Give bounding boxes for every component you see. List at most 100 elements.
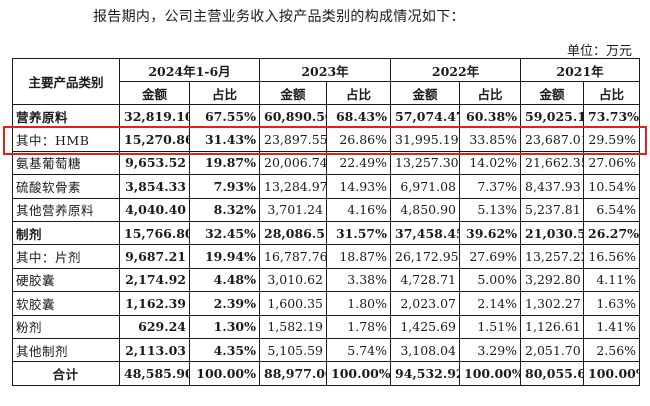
table-row: 软胶囊 1,162.39 2.39% 1,600.35 1.80% 2,023.07 2.1…: [12, 291, 641, 316]
amount-cell: 5,237.81: [520, 197, 585, 222]
amount-cell: 20,006.74: [259, 150, 327, 176]
share-cell: 1.80%: [325, 291, 392, 316]
share-cell: 31.43%: [189, 127, 260, 152]
share-cell: 16.56%: [583, 244, 641, 269]
amount-header: 金额: [390, 81, 461, 105]
category-cell: 氨基葡萄糖: [12, 150, 120, 176]
category-cell: 硬胶囊: [12, 267, 120, 293]
amount-cell: 9,653.52: [119, 150, 190, 176]
amount-cell: 15,270.86: [119, 127, 190, 152]
share-cell: 19.87%: [189, 150, 260, 176]
amount-cell: 2,023.07: [390, 291, 461, 316]
share-cell: 7.93%: [189, 174, 260, 199]
share-cell: 27.06%: [583, 150, 641, 176]
share-cell: 8.32%: [189, 197, 260, 222]
amount-cell: 2,113.03: [119, 337, 190, 363]
share-cell: 4.11%: [583, 267, 641, 293]
share-cell: 29.59%: [583, 127, 641, 152]
share-cell: 3.38%: [325, 267, 392, 293]
share-cell: 4.48%: [189, 267, 260, 293]
amount-cell: 94,532.92: [390, 361, 461, 386]
share-cell: 27.69%: [459, 244, 522, 269]
share-cell: 60.38%: [459, 103, 522, 129]
share-cell: 4.35%: [189, 337, 260, 363]
amount-cell: 37,458.45: [390, 220, 461, 246]
amount-cell: 9,687.21: [119, 244, 190, 269]
share-cell: 68.43%: [325, 103, 392, 129]
period-header: 2023年: [258, 58, 392, 82]
amount-cell: 21,030.59: [520, 220, 585, 246]
share-cell: 1.63%: [583, 291, 641, 316]
share-cell: 5.00%: [459, 267, 522, 293]
table-row: 硬胶囊 2,174.92 4.48% 3,010.62 3.38% 4,728.71 5.0…: [12, 267, 641, 293]
amount-cell: 88,977.00: [259, 361, 327, 386]
amount-cell: 5,105.59: [259, 337, 327, 363]
table-row: 其中：HMB 15,270.86 31.43% 23,897.55 26.86% 31,9…: [12, 127, 641, 152]
table-row: 其他制剂 2,113.03 4.35% 5,105.59 5.74% 3,108.04 3.…: [12, 337, 641, 363]
amount-cell: 1,126.61: [520, 314, 585, 339]
amount-header: 金额: [259, 81, 327, 105]
category-cell: 制剂: [12, 220, 120, 246]
amount-cell: 31,995.19: [390, 127, 461, 152]
amount-header: 金额: [520, 81, 585, 105]
share-cell: 4.16%: [325, 197, 392, 222]
amount-cell: 1,425.69: [390, 314, 461, 339]
share-cell: 14.02%: [459, 150, 522, 176]
share-cell: 5.13%: [459, 197, 522, 222]
amount-cell: 6,971.08: [390, 174, 461, 199]
period-header: 2024年1-6月: [119, 58, 260, 82]
share-cell: 1.30%: [189, 314, 260, 339]
share-cell: 1.41%: [583, 314, 641, 339]
category-cell: 其他制剂: [12, 337, 120, 363]
amount-cell: 8,437.93: [520, 174, 585, 199]
share-cell: 100.00%: [583, 361, 641, 386]
amount-cell: 59,025.10: [520, 103, 585, 129]
amount-cell: 48,585.90: [119, 361, 190, 386]
amount-cell: 2,174.92: [119, 267, 190, 293]
amount-cell: 15,766.80: [119, 220, 190, 246]
amount-cell: 80,055.69: [520, 361, 585, 386]
amount-cell: 32,819.10: [119, 103, 190, 129]
category-cell: 营养原料: [12, 103, 120, 129]
share-cell: 100.00%: [325, 361, 392, 386]
share-cell: 32.45%: [189, 220, 260, 246]
table-row: 粉剂 629.24 1.30% 1,582.19 1.78% 1,425.69 1.51% 1…: [12, 314, 641, 339]
share-cell: 22.49%: [325, 150, 392, 176]
amount-cell: 28,086.51: [259, 220, 327, 246]
share-cell: 31.57%: [325, 220, 392, 246]
amount-cell: 3,010.62: [259, 267, 327, 293]
amount-cell: 13,257.22: [520, 244, 585, 269]
amount-cell: 21,662.35: [520, 150, 585, 176]
amount-cell: 1,162.39: [119, 291, 190, 316]
category-cell: 其他营养原料: [12, 197, 120, 222]
amount-cell: 23,687.01: [520, 127, 585, 152]
amount-cell: 13,284.97: [259, 174, 327, 199]
share-cell: 14.93%: [325, 174, 392, 199]
share-cell: 73.73%: [583, 103, 641, 129]
share-header: 占比: [325, 81, 392, 105]
amount-cell: 13,257.30: [390, 150, 461, 176]
share-cell: 2.39%: [189, 291, 260, 316]
table-body: 营养原料32,819.1067.55%60,890.5068.43%57,074…: [12, 103, 641, 386]
table-row: 硫酸软骨素 3,854.33 7.93% 13,284.97 14.93% 6,971.0…: [12, 174, 641, 199]
share-cell: 1.51%: [459, 314, 522, 339]
intro-text: 报告期内，公司主营业务收入按产品类别的构成情况如下：: [93, 9, 465, 25]
amount-cell: 1,302.27: [520, 291, 585, 316]
category-cell: 合计: [12, 361, 120, 386]
share-cell: 7.37%: [459, 174, 522, 199]
table-row: 其中：片剂 9,687.21 19.94% 16,787.76 18.87% 26,172…: [12, 244, 641, 269]
share-cell: 100.00%: [459, 361, 522, 386]
amount-cell: 2,051.70: [520, 337, 585, 363]
amount-cell: 60,890.50: [259, 103, 327, 129]
table-row: 营养原料32,819.1067.55%60,890.5068.43%57,074…: [12, 103, 641, 129]
period-header: 2021年: [520, 58, 641, 82]
amount-header: 金额: [119, 81, 190, 105]
share-cell: 10.54%: [583, 174, 641, 199]
revenue-by-product-table: 主要产品类别 2024年1-6月 2023年 2022年 2021年 金额 占比…: [12, 58, 641, 386]
amount-cell: 16,787.76: [259, 244, 327, 269]
amount-cell: 1,600.35: [259, 291, 327, 316]
amount-cell: 4,040.40: [119, 197, 190, 222]
amount-cell: 4,850.90: [390, 197, 461, 222]
share-cell: 67.55%: [189, 103, 260, 129]
table-row: 其他营养原料 4,040.40 8.32% 3,701.24 4.16% 4,850.90…: [12, 197, 641, 222]
